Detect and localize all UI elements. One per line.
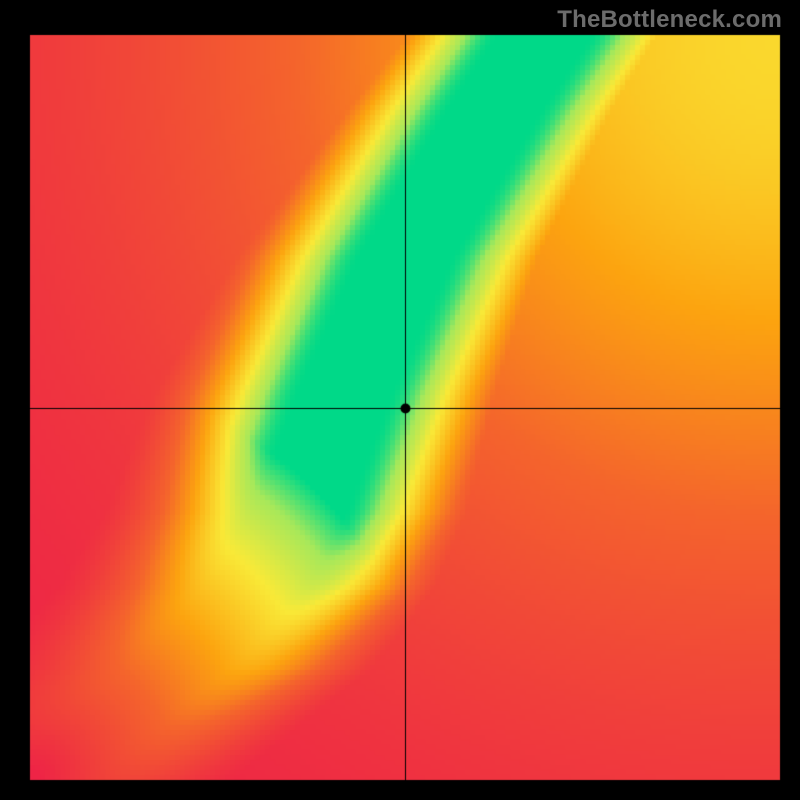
watermark-text: TheBottleneck.com [557,6,782,34]
chart-container: TheBottleneck.com [0,0,800,800]
bottleneck-heatmap [0,0,800,800]
